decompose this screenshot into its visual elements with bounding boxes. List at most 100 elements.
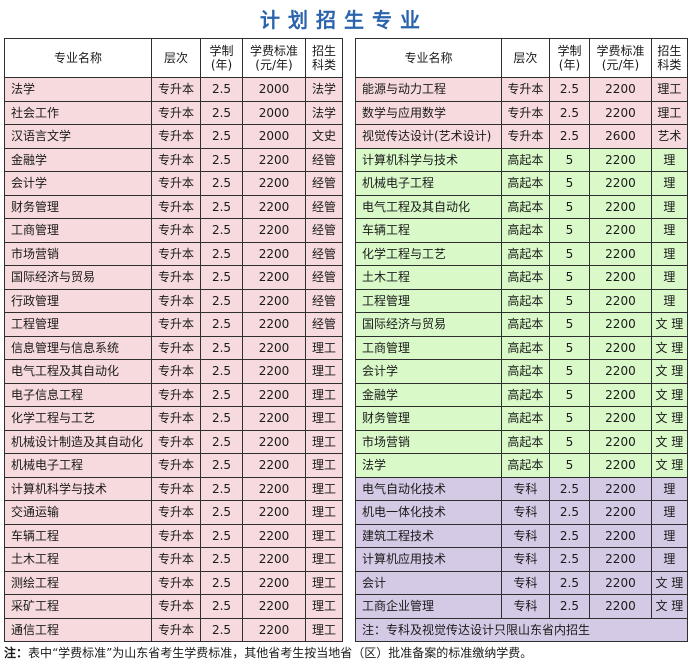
cell-cat: 经管 [305,288,343,313]
cell-level: 高起本 [500,288,550,313]
cell-years: 2.5 [200,570,243,595]
cell-years: 2.5 [200,194,243,219]
header-category: 招生 科类 [650,38,688,78]
cell-name: 机电一体化技术 [355,500,502,525]
cell-name: 电子信息工程 [4,382,152,407]
cell-years: 2.5 [200,288,243,313]
table-row: 工程管理 高起本 5 2200 理 [355,288,688,313]
cell-years: 2.5 [200,265,243,290]
table-row: 工商企业管理 专科 2.5 2200 文 理 [355,594,688,619]
cell-level: 高起本 [500,171,550,196]
cell-level: 专升本 [151,359,201,384]
cell-level: 专升本 [151,241,201,266]
cell-name: 国际经济与贸易 [355,312,502,337]
header-fee: 学费标准 (元/年) [242,38,306,78]
cell-name: 市场营销 [4,241,152,266]
cell-level: 专科 [500,547,550,572]
cell-name: 车辆工程 [355,218,502,243]
cell-level: 专科 [500,523,550,548]
cell-cat: 理 [650,241,688,266]
cell-cat: 理工 [305,429,343,454]
cell-name: 电气自动化技术 [355,476,502,501]
cell-fee: 2200 [589,382,652,407]
cell-level: 专科 [500,476,550,501]
table-row: 化学工程与工艺 专升本 2.5 2200 理工 [4,406,343,431]
cell-name: 化学工程与工艺 [355,241,502,266]
header-name: 专业名称 [4,38,152,78]
cell-cat: 理工 [305,594,343,619]
table-row: 土木工程 专升本 2.5 2200 理工 [4,547,343,572]
cell-level: 专升本 [151,523,201,548]
cell-fee: 2200 [242,500,306,525]
table-row: 电气自动化技术 专科 2.5 2200 理 [355,476,688,501]
table-row: 金融学 专升本 2.5 2200 经管 [4,147,343,172]
cell-cat: 理工 [305,406,343,431]
table-row: 交通运输 专升本 2.5 2200 理工 [4,500,343,525]
cell-years: 5 [548,312,591,337]
cell-years: 2.5 [200,100,243,125]
cell-name: 法学 [355,453,502,478]
cell-fee: 2200 [242,194,306,219]
cell-level: 专升本 [151,617,201,642]
cell-level: 专升本 [500,77,550,102]
cell-level: 专升本 [151,147,201,172]
cell-name: 交通运输 [4,500,152,525]
cell-years: 5 [548,241,591,266]
cell-level: 高起本 [500,218,550,243]
cell-fee: 2200 [242,218,306,243]
cell-cat: 经管 [305,218,343,243]
cell-name: 车辆工程 [4,523,152,548]
cell-cat: 理工 [305,359,343,384]
table-row: 土木工程 高起本 5 2200 理 [355,265,688,290]
table-row: 视觉传达设计(艺术设计) 专升本 2.5 2600 艺术 [355,124,688,149]
header-level: 层次 [151,38,201,78]
cell-name: 工程管理 [355,288,502,313]
header-years: 学制 (年) [200,38,243,78]
cell-years: 2.5 [200,124,243,149]
cell-years: 2.5 [200,382,243,407]
cell-cat: 理 [650,288,688,313]
table-row: 财务管理 专升本 2.5 2200 经管 [4,194,343,219]
cell-cat: 文 理 [650,382,688,407]
table-row: 工商管理 专升本 2.5 2200 经管 [4,218,343,243]
cell-name: 能源与动力工程 [355,77,502,102]
cell-years: 2.5 [548,570,591,595]
cell-name: 财务管理 [4,194,152,219]
cell-name: 化学工程与工艺 [4,406,152,431]
cell-years: 5 [548,218,591,243]
cell-fee: 2200 [589,288,652,313]
table-row: 能源与动力工程 专升本 2.5 2200 理工 [355,77,688,102]
cell-fee: 2200 [589,77,652,102]
header-fee: 学费标准 (元/年) [589,38,652,78]
cell-years: 2.5 [200,218,243,243]
cell-years: 2.5 [200,171,243,196]
cell-name: 金融学 [355,382,502,407]
cell-level: 专升本 [151,500,201,525]
cell-cat: 文 理 [650,594,688,619]
page-title: 计划招生专业 [260,8,428,32]
cell-name: 土木工程 [355,265,502,290]
cell-cat: 理工 [305,382,343,407]
cell-fee: 2200 [242,406,306,431]
table-row: 机械电子工程 专升本 2.5 2200 理工 [4,453,343,478]
cell-level: 专科 [500,570,550,595]
cell-fee: 2200 [589,523,652,548]
cell-cat: 经管 [305,171,343,196]
cell-fee: 2200 [242,288,306,313]
cell-years: 5 [548,453,591,478]
table-row: 工商管理 高起本 5 2200 文 理 [355,335,688,360]
cell-level: 高起本 [500,382,550,407]
table-row: 会计 专科 2.5 2200 文 理 [355,570,688,595]
table-row: 金融学 高起本 5 2200 文 理 [355,382,688,407]
cell-level: 专升本 [151,594,201,619]
cell-years: 5 [548,335,591,360]
table-row: 机械设计制造及其自动化 专升本 2.5 2200 理工 [4,429,343,454]
cell-years: 2.5 [200,476,243,501]
cell-name: 机械设计制造及其自动化 [4,429,152,454]
cell-fee: 2200 [589,100,652,125]
cell-years: 5 [548,359,591,384]
cell-fee: 2200 [589,171,652,196]
table-row: 法学 专升本 2.5 2000 法学 [4,77,343,102]
table-row: 工程管理 专升本 2.5 2200 经管 [4,312,343,337]
cell-name: 工商管理 [4,218,152,243]
